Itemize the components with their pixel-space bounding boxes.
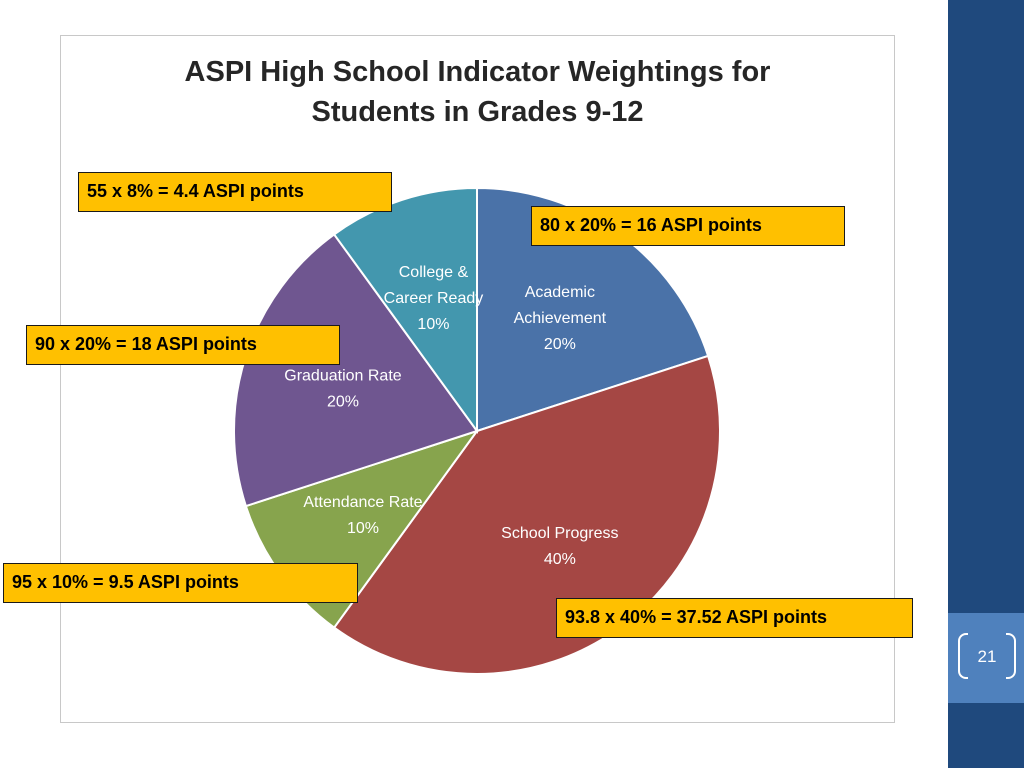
- slice-name-label: Graduation Rate: [284, 367, 402, 384]
- chart-title-line-1: ASPI High School Indicator Weightings fo…: [184, 56, 771, 88]
- slice-name-label: Academic: [525, 284, 595, 301]
- pie-slice-college-career-ready: [332, 186, 478, 435]
- callout-college-career: 55 x 8% = 4.4 ASPI points: [78, 172, 392, 212]
- callout-academic-achievement: 80 x 20% = 16 ASPI points: [531, 206, 845, 246]
- chart-title: ASPI High School Indicator Weightings fo…: [60, 52, 895, 132]
- slice-value-label: 20%: [544, 336, 576, 353]
- slice-value-label: 10%: [417, 316, 449, 333]
- slide-number-panel: [948, 613, 1024, 703]
- callout-graduation-rate: 90 x 20% = 18 ASPI points: [26, 325, 340, 365]
- slice-name-label: Attendance Rate: [303, 494, 422, 511]
- slice-name-label: Career Ready: [384, 290, 484, 307]
- chart-title-line-2: Students in Grades 9-12: [311, 96, 644, 128]
- slice-name-label: Achievement: [514, 310, 607, 327]
- left-brace-icon: [958, 633, 968, 679]
- callout-attendance-rate: 95 x 10% = 9.5 ASPI points: [3, 563, 358, 603]
- slice-name-label: School Progress: [501, 525, 618, 542]
- slice-name-label: College &: [399, 264, 469, 281]
- slice-value-label: 20%: [327, 393, 359, 410]
- slice-value-label: 10%: [347, 520, 379, 537]
- callout-school-progress: 93.8 x 40% = 37.52 ASPI points: [556, 598, 913, 638]
- slice-value-label: 40%: [544, 551, 576, 568]
- slide-number-text: 21: [977, 647, 997, 666]
- right-brace-icon: [1006, 633, 1016, 679]
- slide-number: 21: [958, 633, 1016, 681]
